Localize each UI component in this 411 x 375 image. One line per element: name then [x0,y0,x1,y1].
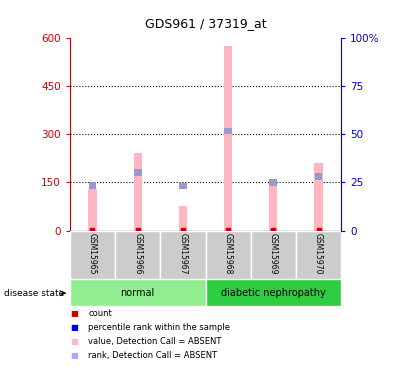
Bar [206,279,341,306]
Bar [314,163,323,231]
Bar [134,153,142,231]
Text: rank, Detection Call = ABSENT: rank, Detection Call = ABSENT [88,351,217,360]
Bar [270,179,277,186]
Text: ■: ■ [70,323,78,332]
Bar [160,231,206,279]
Bar [70,279,206,306]
Text: value, Detection Call = ABSENT: value, Detection Call = ABSENT [88,337,222,346]
Bar [179,206,187,231]
Bar [224,128,232,134]
Text: diabetic nephropathy: diabetic nephropathy [221,288,326,297]
Bar [206,231,251,279]
Bar [89,182,96,189]
Bar [115,231,160,279]
Text: GSM15967: GSM15967 [178,233,187,275]
Bar [269,179,277,231]
Text: GDS961 / 37319_at: GDS961 / 37319_at [145,17,266,30]
Bar [251,231,296,279]
Text: GSM15970: GSM15970 [314,233,323,275]
Text: ■: ■ [70,309,78,318]
Bar [315,173,322,180]
Text: normal: normal [120,288,155,297]
Bar [134,170,141,176]
Text: GSM15965: GSM15965 [88,233,97,275]
Text: GSM15966: GSM15966 [133,233,142,275]
Text: GSM15968: GSM15968 [224,233,233,275]
Text: ■: ■ [70,351,78,360]
Bar [224,45,232,231]
Text: GSM15969: GSM15969 [269,233,278,275]
Text: disease state: disease state [4,289,65,298]
Text: ■: ■ [70,337,78,346]
Text: percentile rank within the sample: percentile rank within the sample [88,323,230,332]
Text: count: count [88,309,112,318]
Bar [179,183,187,189]
Bar [70,231,115,279]
Bar [88,189,97,231]
Bar [296,231,341,279]
